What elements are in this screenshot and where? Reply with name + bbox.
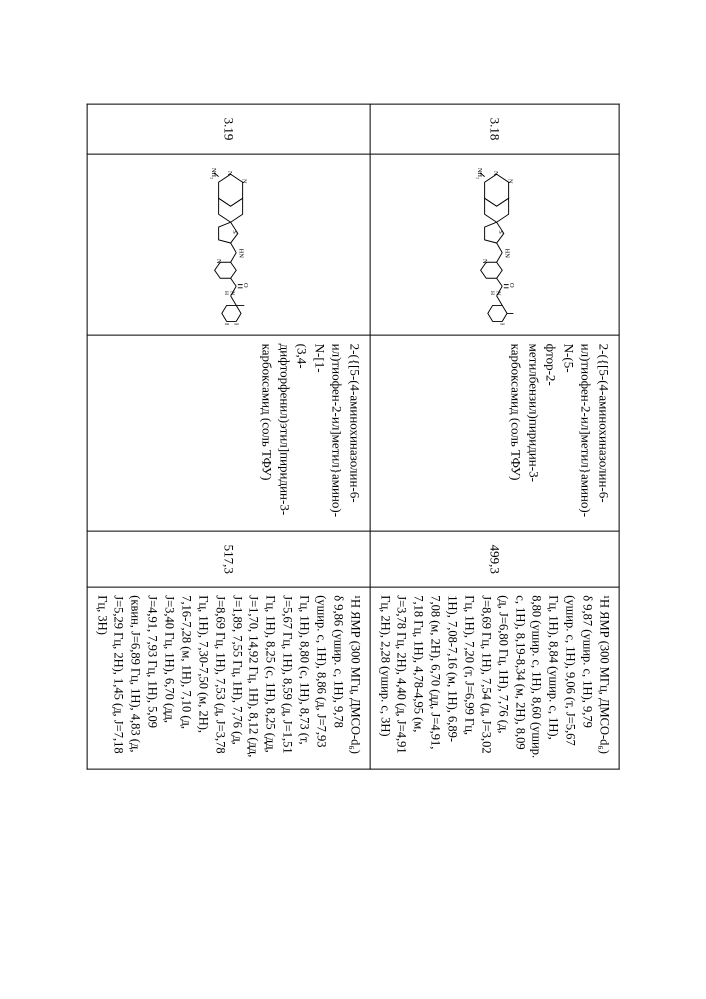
atom-label: S: [231, 230, 238, 234]
atom-label: F: [233, 323, 240, 325]
name-line: ил)тиофен-2-ил]метил}амино)-N-(5-: [560, 344, 595, 523]
atom-label: N: [492, 171, 499, 176]
nmr-text: ¹Н ЯМР (300 МГц, ДМСО-d₆) δ 9,86 (ушир. …: [95, 595, 362, 757]
structure-svg: N N NH₂ S HN N: [187, 165, 275, 325]
table-row: 3.18 N N NH₂: [370, 104, 619, 769]
atom-label: N: [215, 259, 222, 264]
name-line: фтор-2-метилбензил)пиридин-3-: [525, 344, 560, 523]
table-row: 3.19 N N NH₂ S: [87, 104, 370, 769]
cell-structure: N N NH₂ S HN N: [87, 154, 370, 335]
name-line: 2-({[5-(4-аминохиназолин-6-: [346, 344, 364, 523]
name-line: 2-({[5-(4-аминохиназолин-6-: [595, 344, 613, 523]
cell-name: 2-({[5-(4-аминохиназолин-6- ил)тиофен-2-…: [87, 335, 370, 531]
nh-label: HN: [504, 249, 511, 259]
cell-name: 2-({[5-(4-аминохиназолин-6- ил)тиофен-2-…: [370, 335, 619, 531]
atom-label: N: [481, 259, 488, 264]
compound-id: 3.19: [221, 118, 236, 141]
nh2-label: NH₂: [210, 168, 217, 179]
atom-label: O: [508, 283, 515, 288]
cell-mass: 517,3: [87, 532, 370, 587]
nh2-label: NH₂: [476, 168, 483, 179]
compound-id: 3.18: [487, 118, 502, 141]
atom-label: F: [223, 323, 230, 325]
nh-label: HN: [237, 249, 244, 259]
mass-value: 517,3: [221, 545, 236, 574]
atom-label: N: [241, 179, 248, 184]
cell-mass: 499,3: [370, 532, 619, 587]
nh-label: H: [223, 291, 229, 295]
name-line: карбоксамид (соль ТФУ): [507, 344, 525, 523]
mass-value: 499,3: [487, 545, 502, 574]
atom-label: N: [495, 291, 502, 296]
cell-nmr: ¹Н ЯМР (300 МГц, ДМСО-d₆) δ 9,86 (ушир. …: [87, 587, 370, 769]
atom-label: N: [226, 171, 233, 176]
name-line: (3,4-дифторфенил)этил]пиридин-3-: [276, 344, 311, 523]
cell-id: 3.19: [87, 104, 370, 154]
name-line: ил)тиофен-2-ил]метил}амино)-N-[1-: [311, 344, 346, 523]
atom-label: S: [497, 230, 504, 234]
cell-id: 3.18: [370, 104, 619, 154]
atom-label: F: [499, 323, 506, 325]
page-wrapper: 3.18 N N NH₂: [86, 104, 619, 770]
atom-label: O: [242, 283, 249, 288]
atom-label: N: [507, 179, 514, 184]
cell-nmr: ¹Н ЯМР (300 МГц, ДМСО-d₆) δ 9,87 (ушир. …: [370, 587, 619, 769]
name-line: карбоксамид (соль ТФУ): [258, 344, 276, 523]
nmr-text: ¹Н ЯМР (300 МГц, ДМСО-d₆) δ 9,87 (ушир. …: [378, 595, 611, 758]
structure-svg: N N NH₂ S HN N: [453, 165, 541, 325]
compound-table: 3.18 N N NH₂: [86, 104, 619, 770]
nh-label: H: [489, 291, 495, 295]
cell-structure: N N NH₂ S HN N: [370, 154, 619, 335]
